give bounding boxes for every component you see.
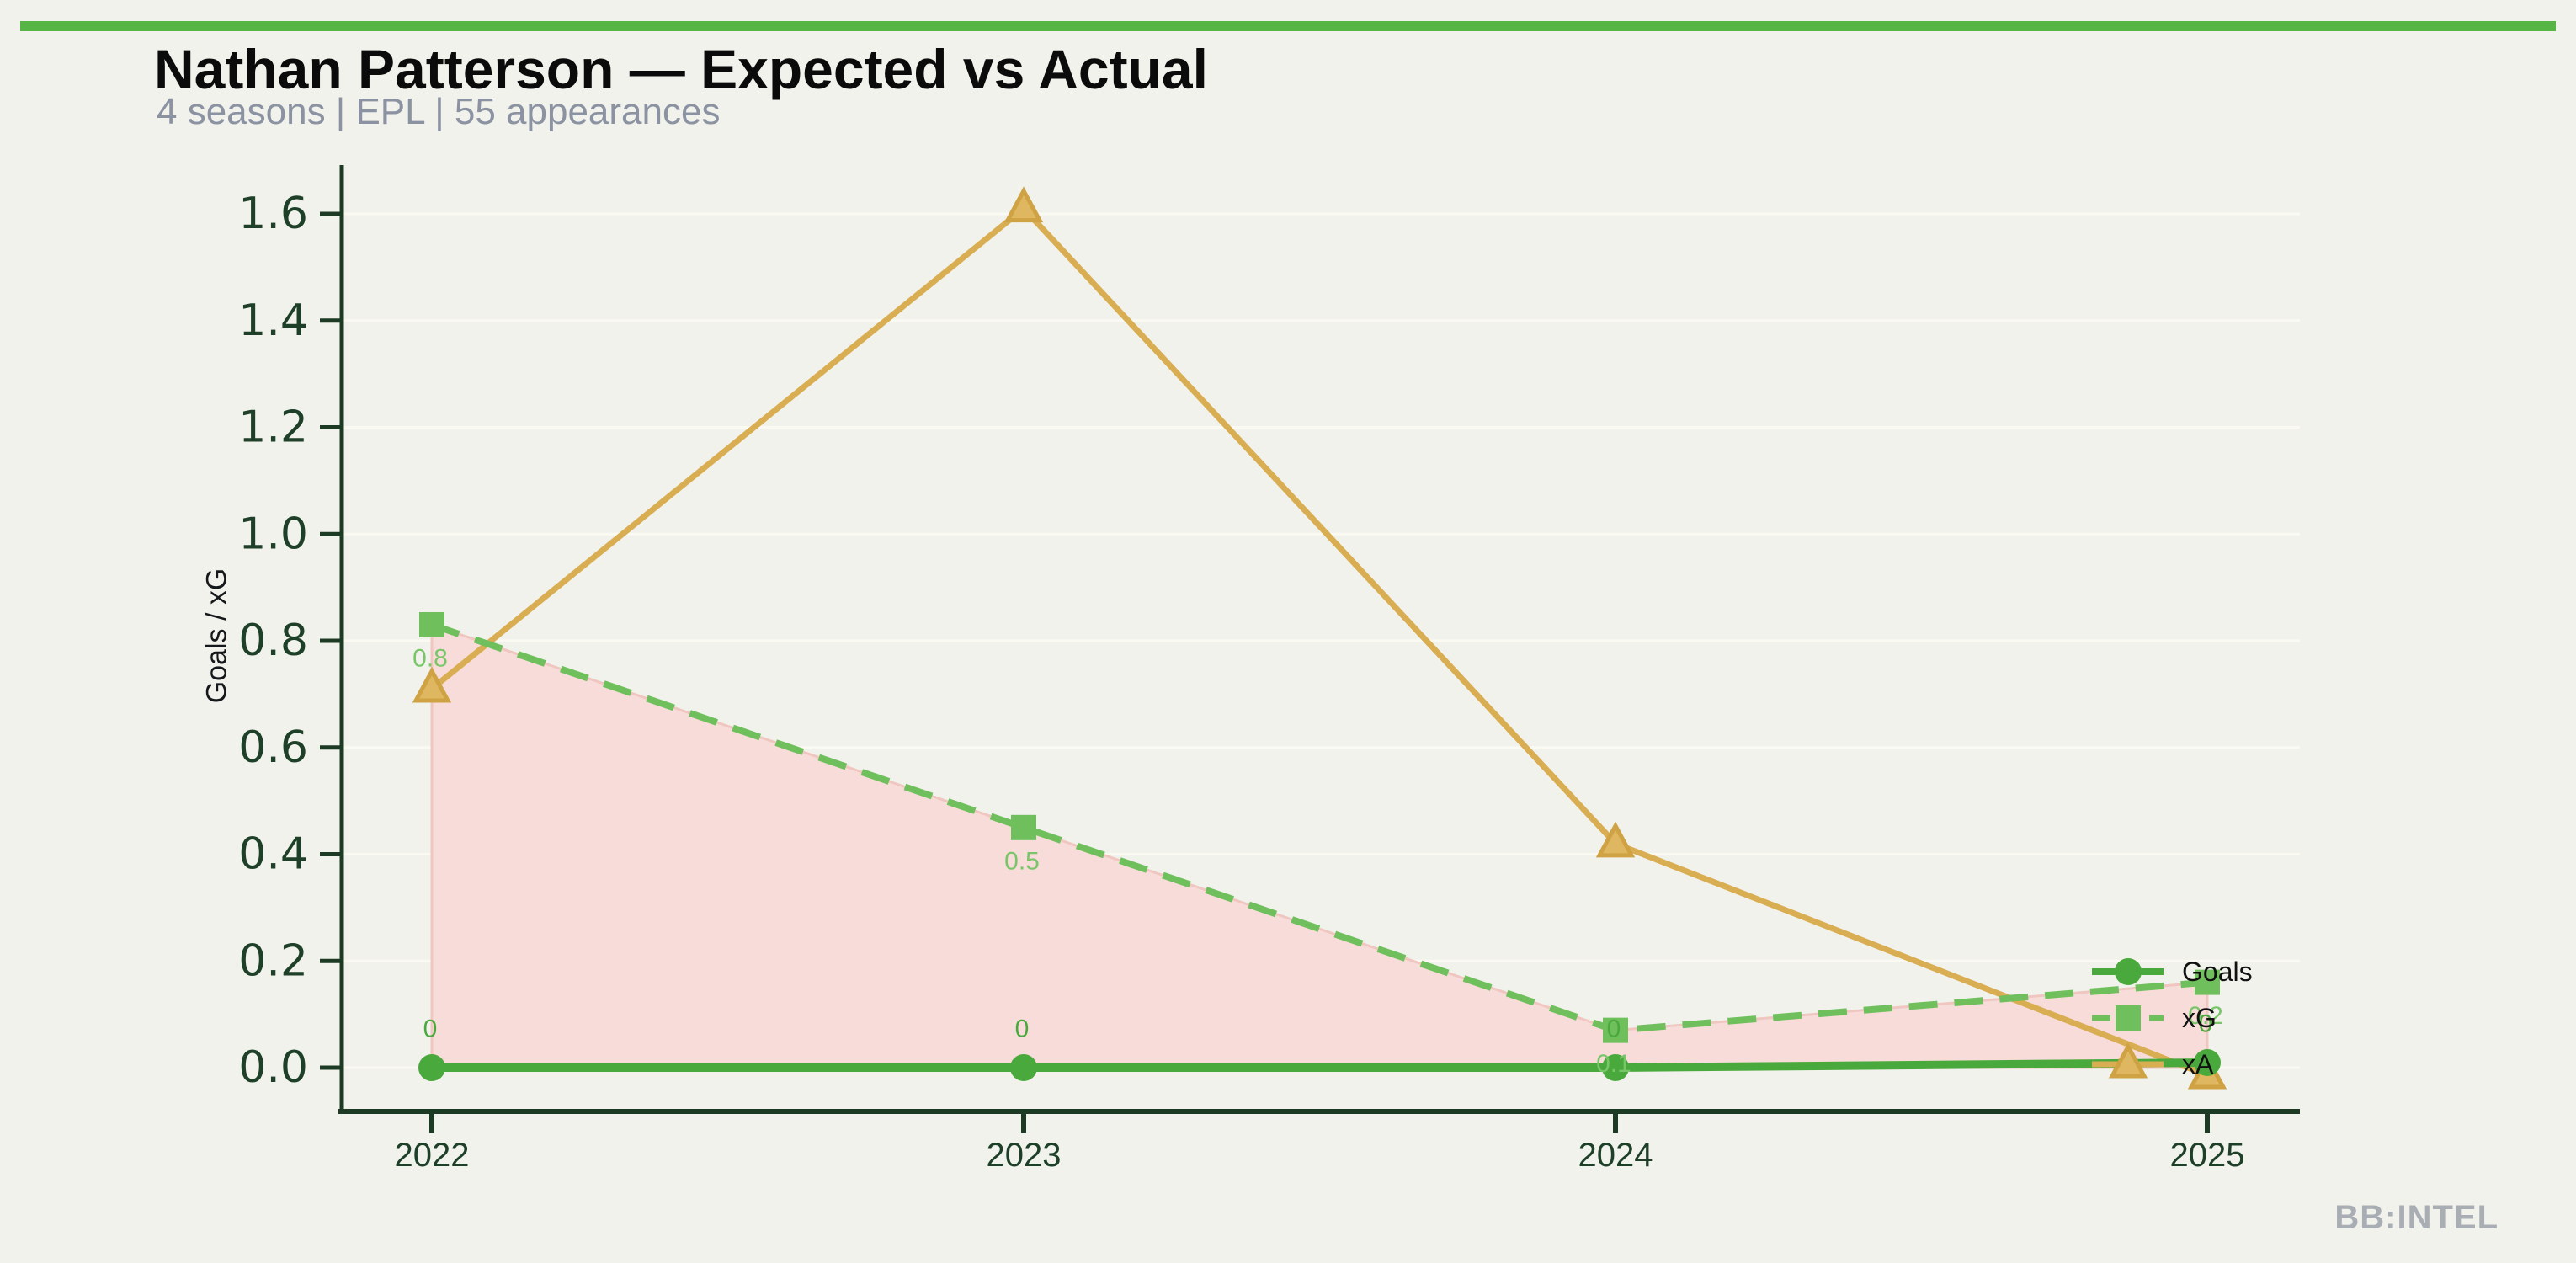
- xg-marker-2023: [1011, 814, 1036, 840]
- x-tick-label-2023: 2023: [987, 1137, 1062, 1174]
- legend-marker-goals: [2115, 958, 2142, 985]
- chart-subtitle: 4 seasons | EPL | 55 appearances: [157, 91, 721, 132]
- y-tick-label-1.0: 1.0: [238, 509, 308, 559]
- goals-point-label-2024: 0: [1607, 1015, 1621, 1043]
- goals-marker-2025: [2194, 1049, 2221, 1076]
- chart-title: Nathan Patterson — Expected vs Actual: [154, 38, 1208, 100]
- y-tick-label-1.6: 1.6: [238, 189, 308, 239]
- y-tick-label-1.2: 1.2: [238, 402, 308, 453]
- xg-vs-goals-shaded-area: [430, 623, 2209, 1069]
- legend-label-xa: xA: [2182, 1049, 2214, 1079]
- x-tick-label-2025: 2025: [2170, 1137, 2245, 1174]
- goals-line: [428, 1058, 2211, 1072]
- watermark: BB:INTEL: [2334, 1199, 2499, 1236]
- y-tick-label-0.0: 0.0: [238, 1042, 308, 1093]
- legend-marker-xa: [2108, 1042, 2148, 1079]
- xg-marker-2025: [2195, 969, 2220, 995]
- xg-point-label-2024: 0.1: [1596, 1050, 1631, 1078]
- goals-point-label-2022: 0: [423, 1015, 438, 1043]
- x-tick-label-2022: 2022: [395, 1137, 470, 1174]
- xa-marker-2024: [1595, 821, 1636, 858]
- y-tick-label-0.6: 0.6: [238, 722, 308, 773]
- xg-point-label-2022: 0.8: [412, 644, 448, 672]
- xg-point-label-2025: 0.2: [2188, 1002, 2223, 1030]
- xg-marker-2022: [419, 611, 444, 637]
- goals-marker-2022: [418, 1054, 445, 1081]
- xg-line: [430, 621, 2208, 1034]
- y-tick-label-0.2: 0.2: [238, 935, 308, 986]
- xg-point-label-2023: 0.5: [1004, 847, 1040, 875]
- goals-marker-2024: [1602, 1054, 1629, 1081]
- x-tick-label-2024: 2024: [1578, 1137, 1653, 1174]
- legend-label-xg: xG: [2182, 1003, 2217, 1033]
- y-tick-label-1.4: 1.4: [238, 296, 308, 346]
- xa-marker-2023: [1003, 186, 1044, 223]
- xa-marker-2022: [412, 666, 452, 703]
- goals-point-label-2023: 0: [1015, 1015, 1030, 1043]
- goals-point-label-2025: 0: [2199, 1010, 2213, 1038]
- goals-marker-2023: [1010, 1054, 1037, 1081]
- xa-line: [429, 205, 2209, 1079]
- legend-label-goals: Goals: [2182, 957, 2253, 987]
- legend-marker-xg: [2116, 1005, 2141, 1031]
- accent-bar: [20, 21, 2556, 31]
- y-tick-label-0.8: 0.8: [238, 616, 308, 666]
- xg-marker-2024: [1603, 1017, 1628, 1043]
- y-tick-label-0.4: 0.4: [238, 829, 308, 880]
